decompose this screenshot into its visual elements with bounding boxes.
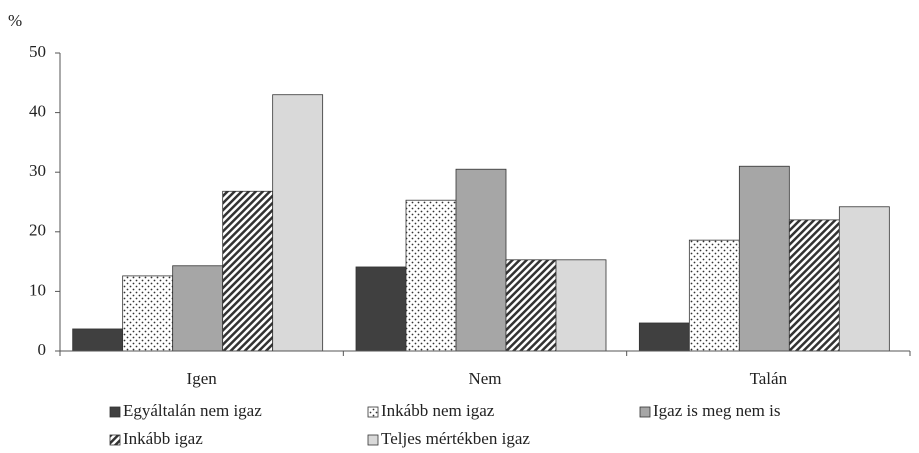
bar — [455, 168, 507, 352]
bar — [738, 165, 790, 352]
bar — [505, 259, 557, 352]
y-axis-label: % — [8, 11, 22, 30]
bar — [222, 190, 274, 352]
legend-swatch — [109, 434, 121, 446]
bar — [838, 206, 890, 352]
x-tick-label: Nem — [468, 369, 501, 388]
legend-swatch — [367, 406, 379, 418]
bar — [555, 259, 607, 352]
bar — [122, 275, 174, 352]
y-tick-label: 30 — [29, 161, 46, 180]
y-tick-label: 10 — [29, 280, 46, 299]
legend-label: Egyáltalán nem igaz — [123, 401, 262, 420]
legend-label: Teljes mértékben igaz — [381, 429, 530, 448]
bar — [172, 265, 224, 352]
x-tick-label: Talán — [750, 369, 788, 388]
bar — [355, 266, 407, 352]
bar — [638, 322, 690, 352]
bar — [72, 328, 124, 352]
y-tick-label: 40 — [29, 102, 46, 121]
legend-swatch — [367, 434, 379, 446]
y-tick-label: 20 — [29, 221, 46, 240]
legend-label: Igaz is meg nem is — [653, 401, 780, 420]
x-tick-label: Igen — [187, 369, 218, 388]
bar — [272, 94, 324, 352]
bar — [688, 239, 740, 352]
bar — [788, 219, 840, 352]
legend-swatch — [109, 406, 121, 418]
y-tick-label: 0 — [38, 340, 47, 359]
bar — [405, 199, 457, 352]
legend-label: Inkább igaz — [123, 429, 203, 448]
y-tick-label: 50 — [29, 42, 46, 61]
legend-swatch — [639, 406, 651, 418]
legend-label: Inkább nem igaz — [381, 401, 495, 420]
